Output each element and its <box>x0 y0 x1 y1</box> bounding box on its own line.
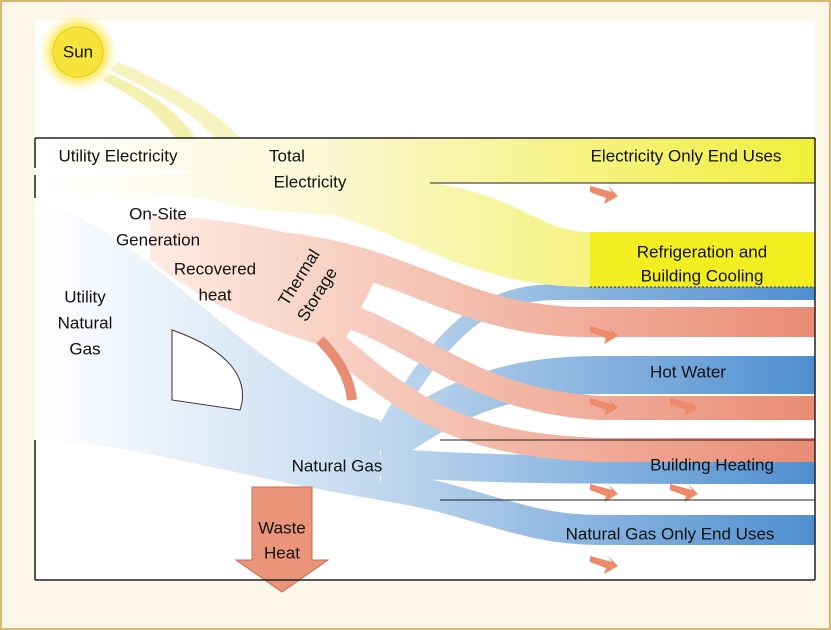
label: Waste <box>258 518 306 537</box>
label: heat <box>198 285 231 304</box>
label: Utility <box>64 287 106 306</box>
label: Hot Water <box>650 362 726 381</box>
label: Gas <box>69 339 100 358</box>
label: Natural <box>58 313 113 332</box>
label: Recovered <box>174 259 256 278</box>
label: Sun <box>63 42 93 61</box>
label: Building Heating <box>650 455 774 474</box>
label: Building Cooling <box>641 266 764 285</box>
label: Electricity Only End Uses <box>591 146 782 165</box>
label: Total <box>269 146 305 165</box>
label: Utility Electricity <box>58 146 178 165</box>
energy-diagram: Sun Utility Electricity Total Electricit… <box>0 0 831 630</box>
label: Natural Gas Only End Uses <box>566 524 775 543</box>
label: Refrigeration and <box>637 242 767 261</box>
label: Natural Gas <box>292 456 383 475</box>
label: Electricity <box>274 172 347 191</box>
label: Generation <box>116 230 200 249</box>
label: On-Site <box>129 204 187 223</box>
label: Heat <box>264 543 300 562</box>
